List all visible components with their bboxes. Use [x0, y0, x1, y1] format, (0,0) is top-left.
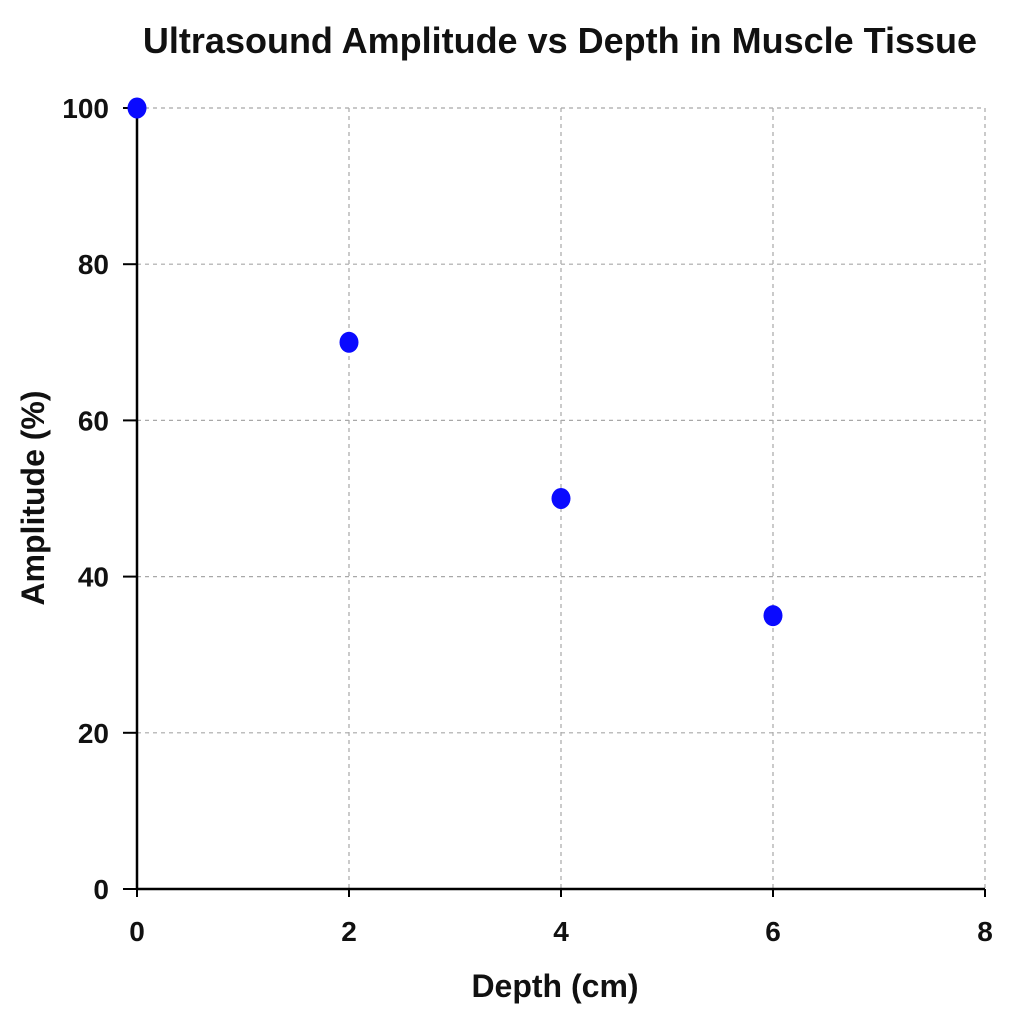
y-tick-label: 20: [78, 718, 109, 749]
y-tick-label: 80: [78, 249, 109, 280]
y-tick-label: 100: [62, 93, 109, 124]
y-tick-label: 40: [78, 562, 109, 593]
data-point: [127, 97, 147, 119]
axes: [123, 107, 986, 897]
chart-title: Ultrasound Amplitude vs Depth in Muscle …: [143, 20, 977, 61]
y-tick-label: 60: [78, 405, 109, 436]
x-tick-label: 4: [553, 916, 569, 947]
y-tick-label: 0: [93, 874, 109, 905]
x-tick-label: 0: [129, 916, 145, 947]
x-axis-label: Depth (cm): [471, 968, 638, 1004]
data-point: [551, 488, 571, 509]
grid-lines: [137, 107, 986, 889]
data-point: [339, 331, 359, 353]
data-point: [763, 605, 783, 627]
y-axis-label: Amplitude (%): [15, 390, 51, 605]
data-points: [127, 97, 783, 627]
x-tick-label: 2: [341, 916, 357, 947]
x-tick-label: 8: [977, 916, 993, 947]
x-tick-label: 6: [765, 916, 781, 947]
